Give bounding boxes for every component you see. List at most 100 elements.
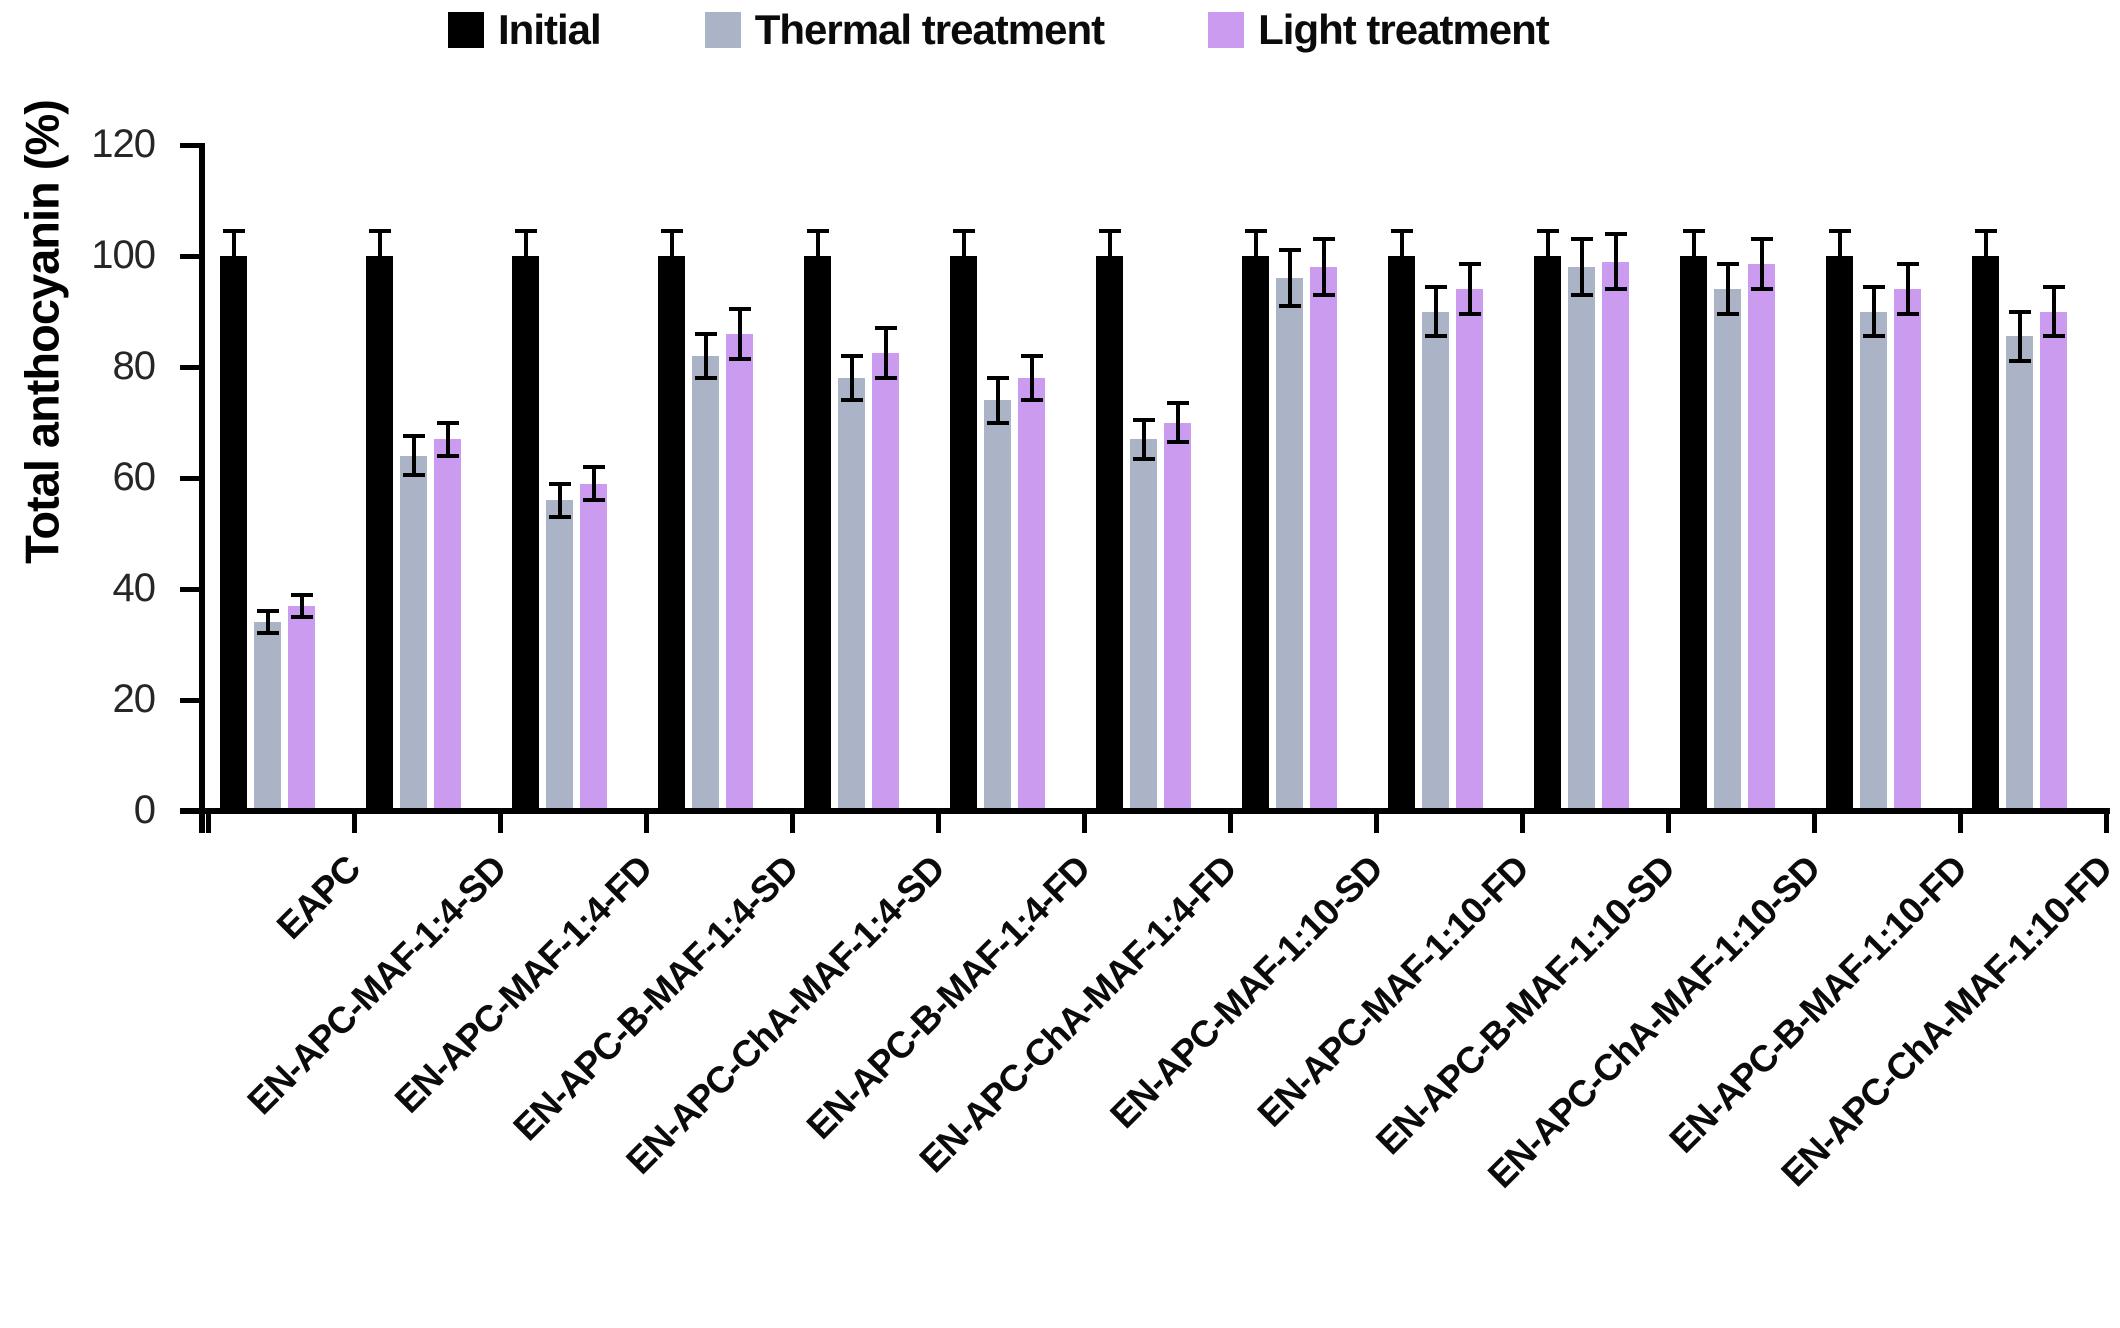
x-tick-mark — [205, 814, 211, 833]
error-bar-cap-bottom — [986, 420, 1009, 425]
error-bar-cap-top — [548, 481, 571, 486]
error-bar-cap-top — [1424, 284, 1447, 289]
error-bar-cap-bottom — [402, 473, 425, 478]
error-bar-cap-top — [1536, 229, 1559, 234]
error-bar-cap-bottom — [1862, 334, 1885, 339]
x-tick-mark — [1811, 814, 1817, 833]
error-bar-cap-top — [1750, 237, 1773, 242]
error-bar-line — [1579, 239, 1584, 295]
error-bar-cap-bottom — [1896, 312, 1919, 317]
x-category-label: EN-APC-MAF-1:10-FD — [1249, 848, 1536, 1135]
error-bar-cap-top — [2008, 309, 2031, 314]
error-bar-cap-top — [2042, 284, 2065, 289]
error-bar-cap-top — [840, 353, 863, 358]
bar-thermal — [1422, 311, 1449, 811]
legend-label: Initial — [498, 6, 602, 53]
legend-item: Initial — [448, 6, 602, 54]
error-bar-line — [669, 231, 674, 281]
error-bar-cap-bottom — [1244, 278, 1267, 283]
bar-light — [1602, 261, 1629, 811]
bar-thermal — [400, 455, 427, 811]
error-bar-cap-bottom — [436, 453, 459, 458]
error-bar-cap-top — [368, 229, 391, 234]
bar-light — [1456, 289, 1483, 811]
y-tick-mark — [180, 475, 199, 481]
bar-initial — [804, 256, 831, 811]
bar-light — [1894, 289, 1921, 811]
error-bar-cap-top — [1098, 229, 1121, 234]
error-bar-line — [849, 355, 854, 401]
error-bar-cap-top — [660, 229, 683, 234]
error-bar-line — [995, 378, 1000, 423]
error-bar-line — [231, 231, 236, 281]
error-bar-line — [1905, 264, 1910, 315]
bar-initial — [220, 256, 247, 811]
error-bar-line — [1433, 286, 1438, 337]
x-tick-mark — [935, 814, 941, 833]
error-bar-cap-top — [1828, 229, 1851, 234]
error-bar-line — [1175, 403, 1180, 442]
legend-swatch-light — [1208, 12, 1245, 48]
error-bar-cap-top — [256, 609, 279, 614]
error-bar-line — [1983, 231, 1988, 281]
legend: Initial Thermal treatment Light treatment — [448, 6, 1550, 54]
bar-initial — [1388, 256, 1415, 811]
error-bar-line — [557, 483, 562, 517]
x-category-label: EN-APC-B-MAF-1:10-FD — [1661, 848, 1974, 1161]
bar-initial — [512, 256, 539, 811]
x-axis-line — [180, 808, 2110, 814]
bar-initial — [1096, 256, 1123, 811]
error-bar-cap-bottom — [548, 514, 571, 519]
error-bar-line — [737, 308, 742, 359]
error-bar-line — [1613, 233, 1618, 290]
bar-thermal — [984, 400, 1011, 811]
error-bar-cap-top — [1896, 262, 1919, 267]
x-category-label: EN-APC-B-MAF-1:4-FD — [799, 848, 1098, 1147]
bar-thermal — [1568, 267, 1595, 811]
x-category-label: EAPC — [269, 848, 368, 947]
bar-initial — [366, 256, 393, 811]
error-bar-line — [1321, 239, 1326, 295]
error-bar-cap-top — [1312, 237, 1335, 242]
error-bar-cap-top — [1020, 353, 1043, 358]
error-bar-line — [1691, 231, 1696, 281]
bar-thermal — [1860, 311, 1887, 811]
error-bar-cap-bottom — [1536, 278, 1559, 283]
error-bar-line — [1837, 231, 1842, 281]
bar-light — [726, 333, 753, 811]
error-bar-line — [1399, 231, 1404, 281]
error-bar-cap-bottom — [1458, 312, 1481, 317]
error-bar-cap-top — [1716, 262, 1739, 267]
x-tick-mark — [1373, 814, 1379, 833]
y-tick-mark — [180, 253, 199, 259]
error-bar-line — [2051, 286, 2056, 337]
y-tick-mark — [180, 697, 199, 703]
legend-swatch-initial — [448, 12, 484, 48]
error-bar-cap-bottom — [1424, 334, 1447, 339]
error-bar-cap-top — [728, 306, 751, 311]
y-tick-label: 60 — [112, 455, 157, 499]
error-bar-cap-bottom — [368, 278, 391, 283]
error-bar-line — [1467, 264, 1472, 315]
error-bar-line — [1725, 264, 1730, 315]
x-tick-mark — [2103, 814, 2109, 833]
bar-thermal — [546, 500, 573, 811]
error-bar-cap-bottom — [1098, 278, 1121, 283]
error-bar-cap-bottom — [728, 356, 751, 361]
legend-swatch-thermal — [704, 12, 741, 48]
error-bar-line — [1545, 231, 1550, 281]
error-bar-cap-top — [1604, 231, 1627, 236]
x-tick-mark — [789, 814, 795, 833]
error-bar-line — [703, 333, 708, 379]
bar-light — [1018, 378, 1045, 811]
bar-light — [1748, 264, 1775, 811]
bar-light — [2040, 311, 2067, 811]
error-bar-cap-bottom — [256, 631, 279, 636]
error-bar-cap-bottom — [874, 376, 897, 381]
y-tick-mark — [180, 142, 199, 148]
error-bar-cap-bottom — [2042, 334, 2065, 339]
bar-initial — [1972, 256, 1999, 811]
bar-thermal — [254, 622, 281, 811]
error-bar-cap-bottom — [1716, 312, 1739, 317]
